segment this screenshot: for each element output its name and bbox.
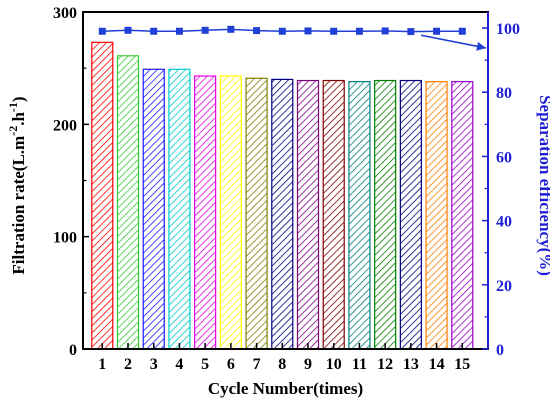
- right-tick-label: 40: [496, 214, 512, 231]
- bar-cycle-13: [399, 79, 422, 350]
- y-left-label-exp1: -2: [6, 126, 20, 136]
- y-left-label-exp2: -1: [6, 102, 20, 112]
- left-tick-label: 300: [53, 5, 77, 22]
- bar-cycle-7: [245, 77, 268, 350]
- x-tick-label: 10: [326, 356, 342, 373]
- efficiency-point-5: [201, 26, 209, 34]
- right-tick-label: 100: [496, 21, 520, 38]
- y-axis-right-label: Separation efficiency(%): [536, 95, 550, 276]
- y-axis-left-label: Filtration rate(L.m-2.h-1): [6, 96, 28, 274]
- efficiency-series: [98, 25, 466, 36]
- arrow-head: [476, 41, 486, 51]
- x-tick-label: 8: [278, 356, 286, 373]
- right-tick-label: 80: [496, 85, 512, 102]
- x-tick-label: 15: [454, 356, 470, 373]
- left-tick-label: 200: [53, 117, 77, 134]
- efficiency-point-12: [381, 27, 389, 35]
- x-tick-label: 4: [175, 356, 183, 373]
- x-tick-label: 3: [150, 356, 158, 373]
- x-axis-ticks: 1 2 3 4 5 6 7 8 9 10 11 12 13 14 15: [98, 343, 470, 373]
- efficiency-point-15: [458, 27, 466, 35]
- bar-cycle-9: [296, 79, 320, 350]
- x-tick-label: 1: [98, 356, 106, 373]
- y-left-label-middle2: .h: [9, 112, 28, 126]
- x-tick-label: 6: [227, 356, 235, 373]
- bar-cycle-2: [116, 55, 140, 350]
- x-tick-label: 2: [124, 356, 132, 373]
- right-tick-label: 0: [496, 342, 504, 359]
- x-tick-label: 13: [403, 356, 419, 373]
- efficiency-point-7: [253, 27, 261, 35]
- x-tick-label: 7: [253, 356, 261, 373]
- bar-cycle-6: [219, 75, 242, 350]
- y-left-label-base: Filtration rate(L: [9, 154, 28, 274]
- y-left-label-end: ): [9, 96, 28, 102]
- efficiency-point-10: [330, 27, 338, 35]
- efficiency-point-13: [407, 28, 415, 36]
- x-tick-label: 12: [377, 356, 393, 373]
- efficiency-point-6: [227, 25, 235, 33]
- efficiency-point-3: [150, 27, 158, 35]
- x-tick-label: 11: [352, 356, 367, 373]
- x-axis-label: Cycle Number(times): [208, 379, 363, 398]
- x-tick-label: 9: [304, 356, 312, 373]
- left-tick-label: 0: [69, 342, 77, 359]
- bars: [91, 41, 474, 350]
- arrow-shaft: [420, 34, 487, 49]
- bar-cycle-15: [451, 81, 474, 350]
- efficiency-point-11: [355, 27, 363, 35]
- right-tick-label: 20: [496, 278, 512, 295]
- efficiency-point-8: [278, 27, 286, 35]
- efficiency-point-1: [98, 27, 106, 35]
- bar-cycle-12: [374, 79, 397, 350]
- bar-cycle-3: [142, 68, 165, 350]
- y-left-label-middle: .m: [9, 136, 28, 154]
- left-axis-ticks: 0 100 200 300: [53, 5, 89, 359]
- bar-cycle-11: [348, 81, 371, 350]
- bar-cycle-14: [425, 81, 448, 350]
- bar-cycle-1: [91, 41, 114, 350]
- efficiency-point-14: [433, 27, 441, 35]
- right-axis-ticks: 0 20 40 60 80 100: [482, 21, 520, 359]
- efficiency-point-2: [124, 26, 132, 34]
- efficiency-point-9: [304, 27, 312, 35]
- bar-cycle-10: [322, 79, 345, 350]
- annotations: [420, 34, 487, 51]
- efficiency-point-4: [175, 27, 183, 35]
- x-tick-label: 5: [201, 356, 209, 373]
- bar-cycle-4: [168, 68, 191, 350]
- right-tick-label: 60: [496, 149, 512, 166]
- x-tick-label: 14: [429, 356, 445, 373]
- bar-cycle-8: [271, 78, 294, 350]
- bar-cycle-5: [194, 75, 217, 350]
- left-tick-label: 100: [53, 230, 77, 247]
